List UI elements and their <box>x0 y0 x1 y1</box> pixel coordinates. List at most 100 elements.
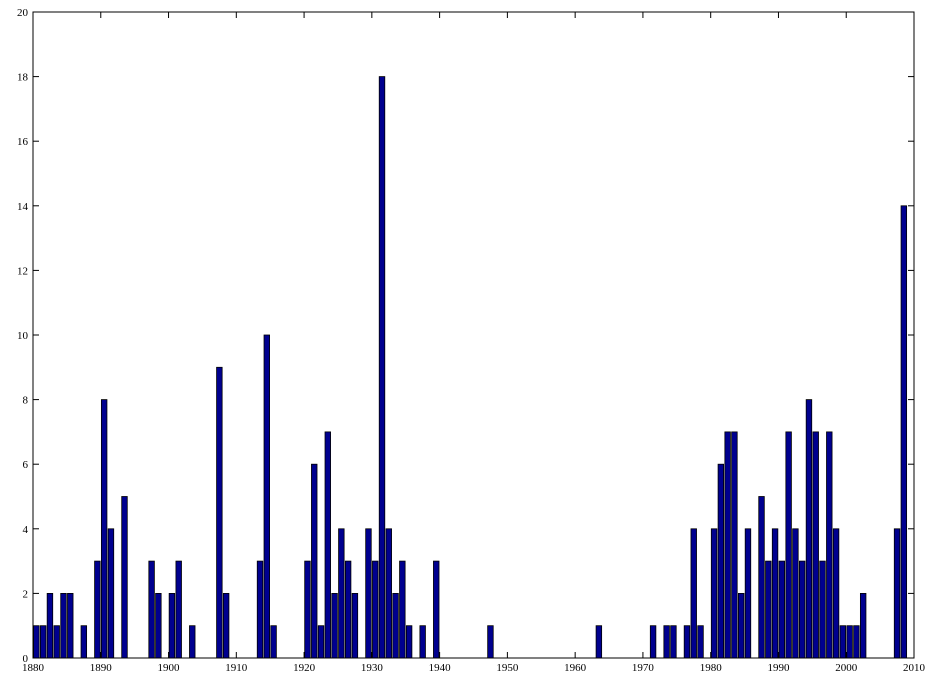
bar-1963 <box>595 625 603 659</box>
bar-1978 <box>697 625 704 659</box>
bar-1980 <box>710 528 718 659</box>
bar-1884 <box>60 593 67 659</box>
x-tick-label: 2010 <box>903 662 926 674</box>
bar-1937 <box>419 625 426 659</box>
bar-1988 <box>765 560 772 659</box>
bar-1893 <box>121 496 128 659</box>
bar-2002 <box>859 593 867 659</box>
bar-1934 <box>399 560 406 659</box>
y-tick-label: 6 <box>23 459 29 471</box>
bar-1984 <box>738 593 745 659</box>
bar-1890 <box>100 399 108 659</box>
x-tick-label: 1930 <box>361 662 384 674</box>
bar-1932 <box>385 528 392 659</box>
bar-1947 <box>487 625 494 659</box>
bar-1985 <box>744 528 752 659</box>
bar-1930 <box>372 560 379 659</box>
bar-1927 <box>351 593 359 659</box>
y-tick-label: 8 <box>23 395 29 407</box>
bar-1987 <box>758 496 765 659</box>
bar-1922 <box>317 625 325 659</box>
y-tick-label: 4 <box>23 524 29 536</box>
bar-1903 <box>189 625 196 659</box>
bar-1920 <box>304 560 311 659</box>
bar-1908 <box>222 593 230 659</box>
bar-1993 <box>799 560 806 659</box>
y-tick-labels: 0 2 4 6 8 10 12 14 16 18 20 <box>17 7 29 665</box>
bar-1973 <box>663 625 670 659</box>
bar-1882 <box>46 593 54 659</box>
bar-1933 <box>392 593 399 659</box>
bar-1977 <box>690 528 697 659</box>
bar-1889 <box>94 560 101 659</box>
bar-2008 <box>900 205 908 659</box>
bar-1982 <box>724 431 731 659</box>
bar-1996 <box>819 560 826 659</box>
y-tick-label: 14 <box>17 201 29 213</box>
bar-1997 <box>826 431 833 659</box>
bar-1989 <box>771 528 779 659</box>
bar-1898 <box>155 593 162 659</box>
bar-1992 <box>792 528 799 659</box>
bar-1897 <box>148 560 155 659</box>
y-tick-label: 10 <box>17 330 29 342</box>
x-tick-label: 1940 <box>429 662 452 674</box>
bar-1907 <box>216 366 223 659</box>
x-tick-label: 1900 <box>158 662 181 674</box>
bar-1915 <box>270 625 277 659</box>
bar-1885 <box>67 593 74 659</box>
y-tick-label: 0 <box>23 653 29 665</box>
bar-1921 <box>311 463 318 659</box>
bar-1880 <box>33 625 40 659</box>
bar-1925 <box>338 528 345 659</box>
bar-1991 <box>785 431 792 659</box>
bar-1931 <box>378 76 386 659</box>
bar-1924 <box>331 593 338 659</box>
bar-1974 <box>670 625 677 659</box>
x-tick-label: 1890 <box>90 662 113 674</box>
x-tick-labels: 1880 1890 1900 1910 1920 1930 1940 1950 1960 1970… <box>22 662 926 674</box>
bar-1990 <box>778 560 786 659</box>
bar-1976 <box>683 625 691 659</box>
bar-1998 <box>832 528 840 659</box>
y-tick-label: 2 <box>23 588 29 600</box>
x-tick-label: 1960 <box>564 662 587 674</box>
bar-1994 <box>805 399 813 659</box>
bar-1883 <box>53 625 60 659</box>
bar-1900 <box>168 593 176 659</box>
bar-2000 <box>846 625 853 659</box>
x-tick-label: 1950 <box>496 662 519 674</box>
bars-layer <box>33 76 908 659</box>
bar-1881 <box>39 625 47 659</box>
ticks-layer <box>32 11 915 659</box>
y-tick-label: 16 <box>17 136 29 148</box>
y-tick-label: 20 <box>17 7 29 19</box>
y-tick-label: 18 <box>17 72 29 84</box>
bar-1971 <box>649 625 657 659</box>
bar-1923 <box>324 431 331 659</box>
bar-1914 <box>263 334 270 659</box>
bar-1983 <box>731 431 738 659</box>
bar-1981 <box>717 463 725 659</box>
x-tick-label: 1990 <box>767 662 790 674</box>
bar-1929 <box>365 528 372 659</box>
bar-1939 <box>433 560 440 659</box>
bar-1999 <box>839 625 847 659</box>
y-tick-label: 12 <box>17 265 28 277</box>
x-tick-label: 1970 <box>632 662 655 674</box>
bar-2007 <box>893 528 901 659</box>
bar-2001 <box>853 625 860 659</box>
bar-1891 <box>107 528 115 659</box>
bar-1887 <box>80 625 88 659</box>
bar-1995 <box>812 431 819 659</box>
bar-1926 <box>344 560 352 659</box>
bar-1935 <box>405 625 413 659</box>
x-tick-label: 1880 <box>22 662 45 674</box>
x-tick-label: 2000 <box>835 662 858 674</box>
x-tick-label: 1920 <box>293 662 316 674</box>
bar-1913 <box>256 560 264 659</box>
bar-1901 <box>175 560 182 659</box>
